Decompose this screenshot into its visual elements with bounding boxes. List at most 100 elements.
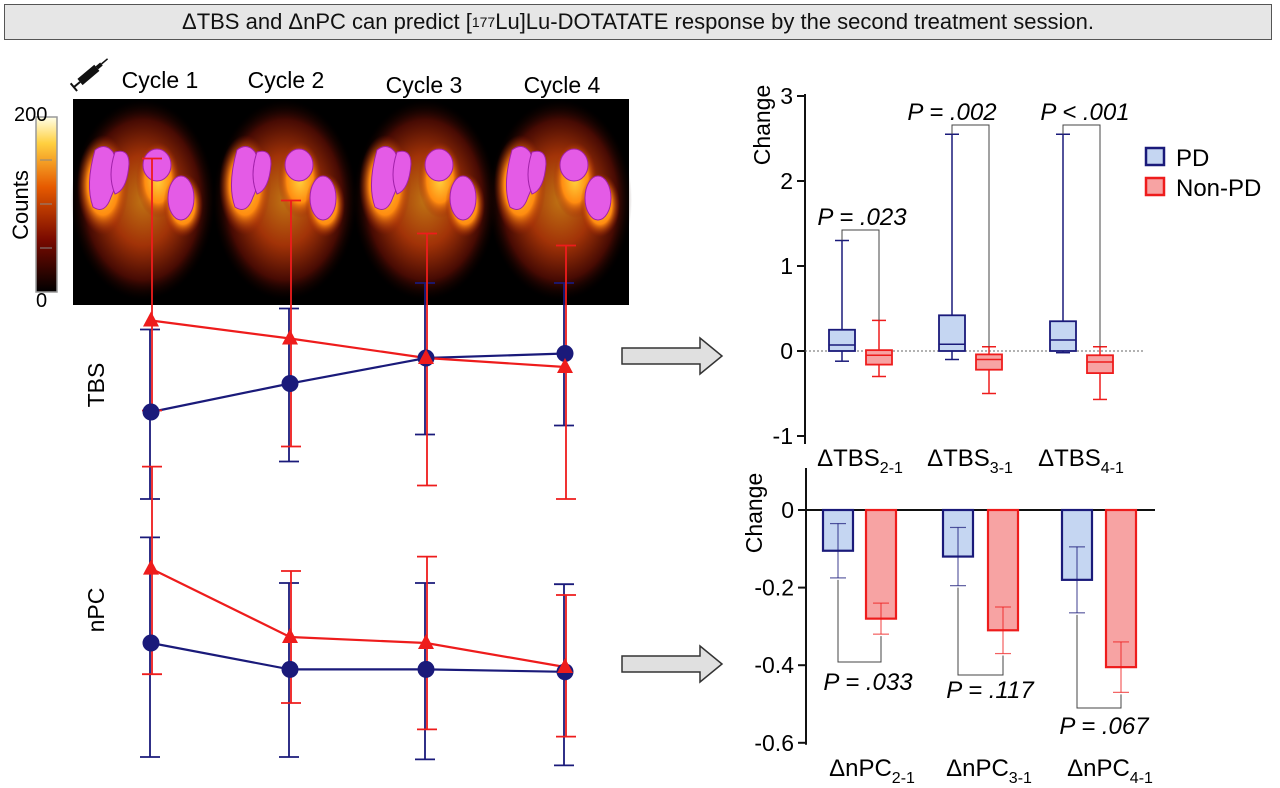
tumor-blob bbox=[392, 150, 412, 195]
p-value-label: P = .033 bbox=[823, 669, 913, 696]
series-line-non-pd bbox=[150, 319, 566, 369]
data-point-pd bbox=[556, 345, 574, 362]
box-non-pd bbox=[1086, 354, 1114, 375]
tumor-blob bbox=[371, 146, 400, 210]
series-line-pd bbox=[150, 641, 566, 673]
box-pd bbox=[1049, 320, 1077, 352]
tumor-blob bbox=[424, 148, 454, 182]
significance-bracket bbox=[957, 587, 1004, 676]
data-point-nonpd bbox=[557, 358, 573, 373]
box-non-pd bbox=[975, 353, 1003, 371]
y-tick-label: -0.2 bbox=[754, 575, 794, 601]
tumor-blob bbox=[110, 150, 130, 195]
y-tick-label: 1 bbox=[780, 253, 793, 279]
figure-title: ΔTBS and ΔnPC can predict [177 Lu]Lu-DOTA… bbox=[4, 4, 1272, 40]
p-value-label: P = .067 bbox=[1059, 713, 1150, 740]
tumor-blob bbox=[167, 175, 195, 221]
data-point-nonpd bbox=[557, 658, 573, 673]
arrow-to-tbs bbox=[621, 336, 724, 376]
y-tick-label: 0 bbox=[781, 497, 794, 523]
significance-bracket bbox=[837, 579, 882, 663]
data-point-pd bbox=[417, 660, 435, 678]
series-line-pd bbox=[150, 352, 566, 414]
box-pd bbox=[828, 328, 856, 352]
p-value-label: P = .117 bbox=[946, 677, 1035, 704]
y-tick-label: 3 bbox=[780, 83, 793, 109]
npc-bar-chart: 0 -0.2 -0.4 -0.6 Change P = .033 P = .117 P = .… bbox=[741, 468, 1155, 787]
tumor-blob bbox=[89, 146, 118, 210]
y-axis-label: Change bbox=[741, 473, 767, 554]
y-tick-label: -1 bbox=[773, 423, 793, 449]
tumor-blob bbox=[231, 146, 260, 210]
p-value-label: P = .002 bbox=[907, 99, 996, 126]
legend: PD Non-PD bbox=[1144, 145, 1261, 202]
legend-nonpd-swatch bbox=[1144, 176, 1166, 197]
x-category-label: ΔTBS3-1 bbox=[927, 445, 1013, 477]
x-category-label: ΔnPC2-1 bbox=[829, 755, 915, 787]
data-point-nonpd bbox=[143, 311, 159, 327]
cycle-label: Cycle 2 bbox=[248, 67, 325, 93]
y-axis-label: Change bbox=[749, 85, 775, 166]
tumor-blob bbox=[284, 148, 314, 182]
scan-frame bbox=[71, 100, 215, 300]
colorbar: 200 0 Counts bbox=[8, 104, 58, 312]
series-line-non-pd bbox=[150, 567, 566, 669]
tumor-blob bbox=[252, 150, 272, 195]
y-tick-label: 0 bbox=[780, 338, 793, 364]
x-category-label: ΔTBS2-1 bbox=[817, 445, 903, 477]
tumor-blob bbox=[449, 175, 477, 221]
scan-frame bbox=[213, 100, 357, 300]
significance-bracket bbox=[1062, 124, 1101, 347]
tumor-blob bbox=[309, 175, 337, 221]
data-point-pd bbox=[281, 375, 299, 392]
bar-non-pd bbox=[864, 508, 898, 620]
box-non-pd bbox=[865, 349, 893, 366]
bar-non-pd bbox=[986, 508, 1020, 632]
data-point-pd bbox=[281, 660, 299, 678]
npc-axis-label: nPC bbox=[83, 588, 109, 633]
y-tick-label: -0.4 bbox=[754, 652, 794, 678]
y-tick-label: -0.6 bbox=[754, 730, 794, 756]
tumor-blob bbox=[506, 146, 535, 210]
data-point-nonpd bbox=[418, 634, 434, 649]
scan-frame bbox=[488, 100, 632, 300]
data-point-nonpd bbox=[282, 628, 298, 643]
arrow-to-npc bbox=[621, 644, 724, 684]
x-category-label: ΔTBS4-1 bbox=[1038, 445, 1124, 477]
legend-nonpd-label: Non-PD bbox=[1176, 175, 1261, 202]
tbs-axis-label: TBS bbox=[83, 363, 109, 408]
cycle-label: Cycle 4 bbox=[524, 72, 601, 98]
tumor-blob bbox=[584, 175, 612, 221]
box-pd bbox=[938, 314, 966, 352]
x-category-label: ΔnPC3-1 bbox=[946, 755, 1032, 787]
cycle-label: Cycle 3 bbox=[386, 72, 463, 98]
tumor-blob bbox=[142, 148, 172, 182]
cycle-label: Cycle 1 bbox=[122, 67, 199, 93]
legend-pd-swatch bbox=[1144, 146, 1166, 167]
npc-line-chart bbox=[140, 465, 576, 767]
tbs-line-chart bbox=[140, 157, 576, 500]
legend-pd-label: PD bbox=[1176, 145, 1209, 172]
tumor-blob bbox=[527, 150, 547, 195]
data-point-pd bbox=[142, 634, 160, 652]
scan-image bbox=[71, 99, 632, 305]
y-tick-label: 2 bbox=[780, 168, 793, 194]
data-point-nonpd bbox=[282, 329, 298, 345]
x-category-label: ΔnPC4-1 bbox=[1067, 755, 1153, 787]
data-point-nonpd bbox=[143, 559, 159, 575]
significance-bracket bbox=[951, 124, 990, 347]
colorbar-max-label: 200 bbox=[14, 104, 47, 126]
significance-bracket bbox=[841, 229, 880, 321]
colorbar-min-label: 0 bbox=[36, 290, 47, 312]
tumor-blob bbox=[559, 148, 589, 182]
p-value-label: P < .001 bbox=[1040, 99, 1129, 126]
significance-bracket bbox=[1076, 614, 1122, 709]
colorbar-title: Counts bbox=[8, 170, 33, 240]
syringe-icon bbox=[69, 58, 109, 92]
p-value-label: P = .023 bbox=[817, 204, 907, 231]
data-point-nonpd bbox=[418, 349, 434, 364]
data-point-pd bbox=[142, 403, 160, 421]
scan-frame bbox=[353, 100, 497, 300]
